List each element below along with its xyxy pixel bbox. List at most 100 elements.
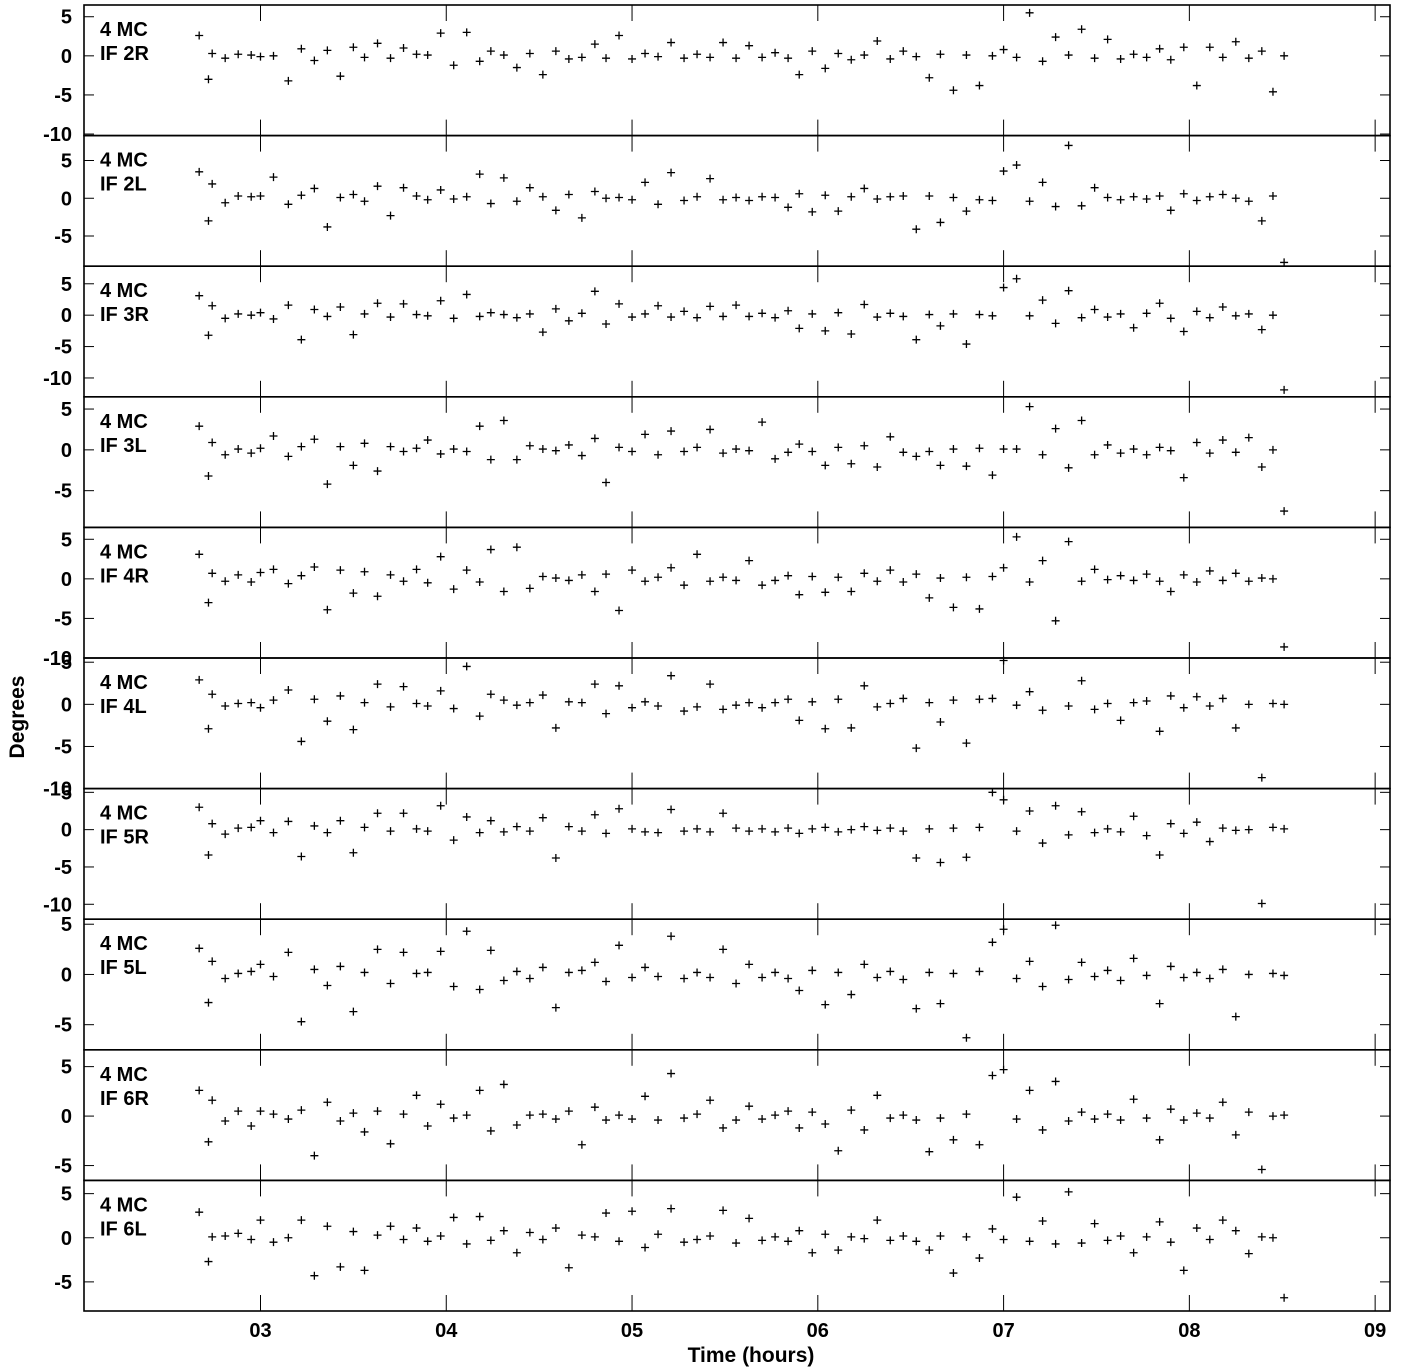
data-point [284,686,293,695]
data-point [615,443,624,452]
data-point [925,1246,934,1255]
data-point [256,960,265,969]
data-point [323,222,332,231]
data-point [719,809,728,818]
data-point [860,441,869,450]
data-point [1077,958,1086,967]
data-point [641,1092,650,1101]
data-point [821,64,830,73]
data-point [475,170,484,179]
data-point [1090,972,1099,981]
data-point [758,53,767,62]
data-point [771,454,780,463]
data-point [462,447,471,456]
data-point [499,51,508,60]
data-point [360,823,369,832]
data-point [1051,801,1060,810]
data-point [654,573,663,582]
data-point [1231,448,1240,457]
y-tick-label: -5 [54,857,72,879]
data-point [449,1213,458,1222]
data-point [247,578,256,587]
data-point [1025,578,1034,587]
data-point [847,459,856,468]
data-point [1103,1110,1112,1119]
data-point [962,51,971,60]
data-point [284,76,293,85]
data-point [1142,1114,1151,1123]
x-axis-label: Time (hours) [688,1344,815,1367]
data-point [297,1106,306,1115]
data-point [808,1108,817,1117]
data-point [706,425,715,434]
data-point [615,1237,624,1246]
data-point [386,442,395,451]
data-point [808,447,817,456]
data-point [475,828,484,837]
data-point [1205,192,1214,201]
data-point [1012,827,1021,836]
data-point [525,698,534,707]
data-point [706,827,715,836]
data-point [1142,309,1151,318]
data-point [412,444,421,453]
data-point [577,1140,586,1149]
data-point [349,848,358,857]
data-point [1142,1232,1151,1241]
data-point [988,572,997,581]
data-point [1155,727,1164,736]
data-point [360,197,369,206]
panel-subtitle: IF 3L [100,435,147,457]
data-point [310,562,319,571]
data-point [1025,8,1034,17]
data-point [784,1107,793,1116]
data-point [962,1033,971,1042]
x-tick-label: 03 [249,1320,271,1342]
data-point [821,1000,830,1009]
data-point [1166,1105,1175,1114]
data-point [195,1208,204,1217]
data-point [247,192,256,201]
data-point [1142,450,1151,459]
data-point [1257,462,1266,471]
data-point [247,1235,256,1244]
data-point [399,183,408,192]
data-point [486,816,495,825]
data-point [821,823,830,832]
data-point [512,701,521,710]
data-point [590,680,599,689]
data-point [564,316,573,325]
data-point [1268,191,1277,200]
y-tick-label: -10 [43,894,72,916]
data-point [719,1123,728,1132]
data-point [221,450,230,459]
data-point [1038,982,1047,991]
data-point [551,47,560,56]
data-point [195,422,204,431]
data-point [641,697,650,706]
y-tick-label: 0 [61,1228,72,1250]
data-point [936,461,945,470]
data-point [1116,309,1125,318]
data-point [795,324,804,333]
data-point [795,1123,804,1132]
data-point [423,968,432,977]
data-point [706,973,715,982]
data-point [1116,976,1125,985]
y-tick-label: -5 [54,1156,72,1178]
data-point [615,681,624,690]
data-point [615,193,624,202]
data-point [512,197,521,206]
data-point [221,702,230,711]
panel-frame [83,657,1391,790]
data-point [1179,1266,1188,1275]
data-point [821,326,830,335]
data-point [423,195,432,204]
data-point [1025,1237,1034,1246]
data-point [538,445,547,454]
data-point [873,577,882,586]
data-point [936,50,945,59]
panel-title: 4 MC [100,150,148,172]
